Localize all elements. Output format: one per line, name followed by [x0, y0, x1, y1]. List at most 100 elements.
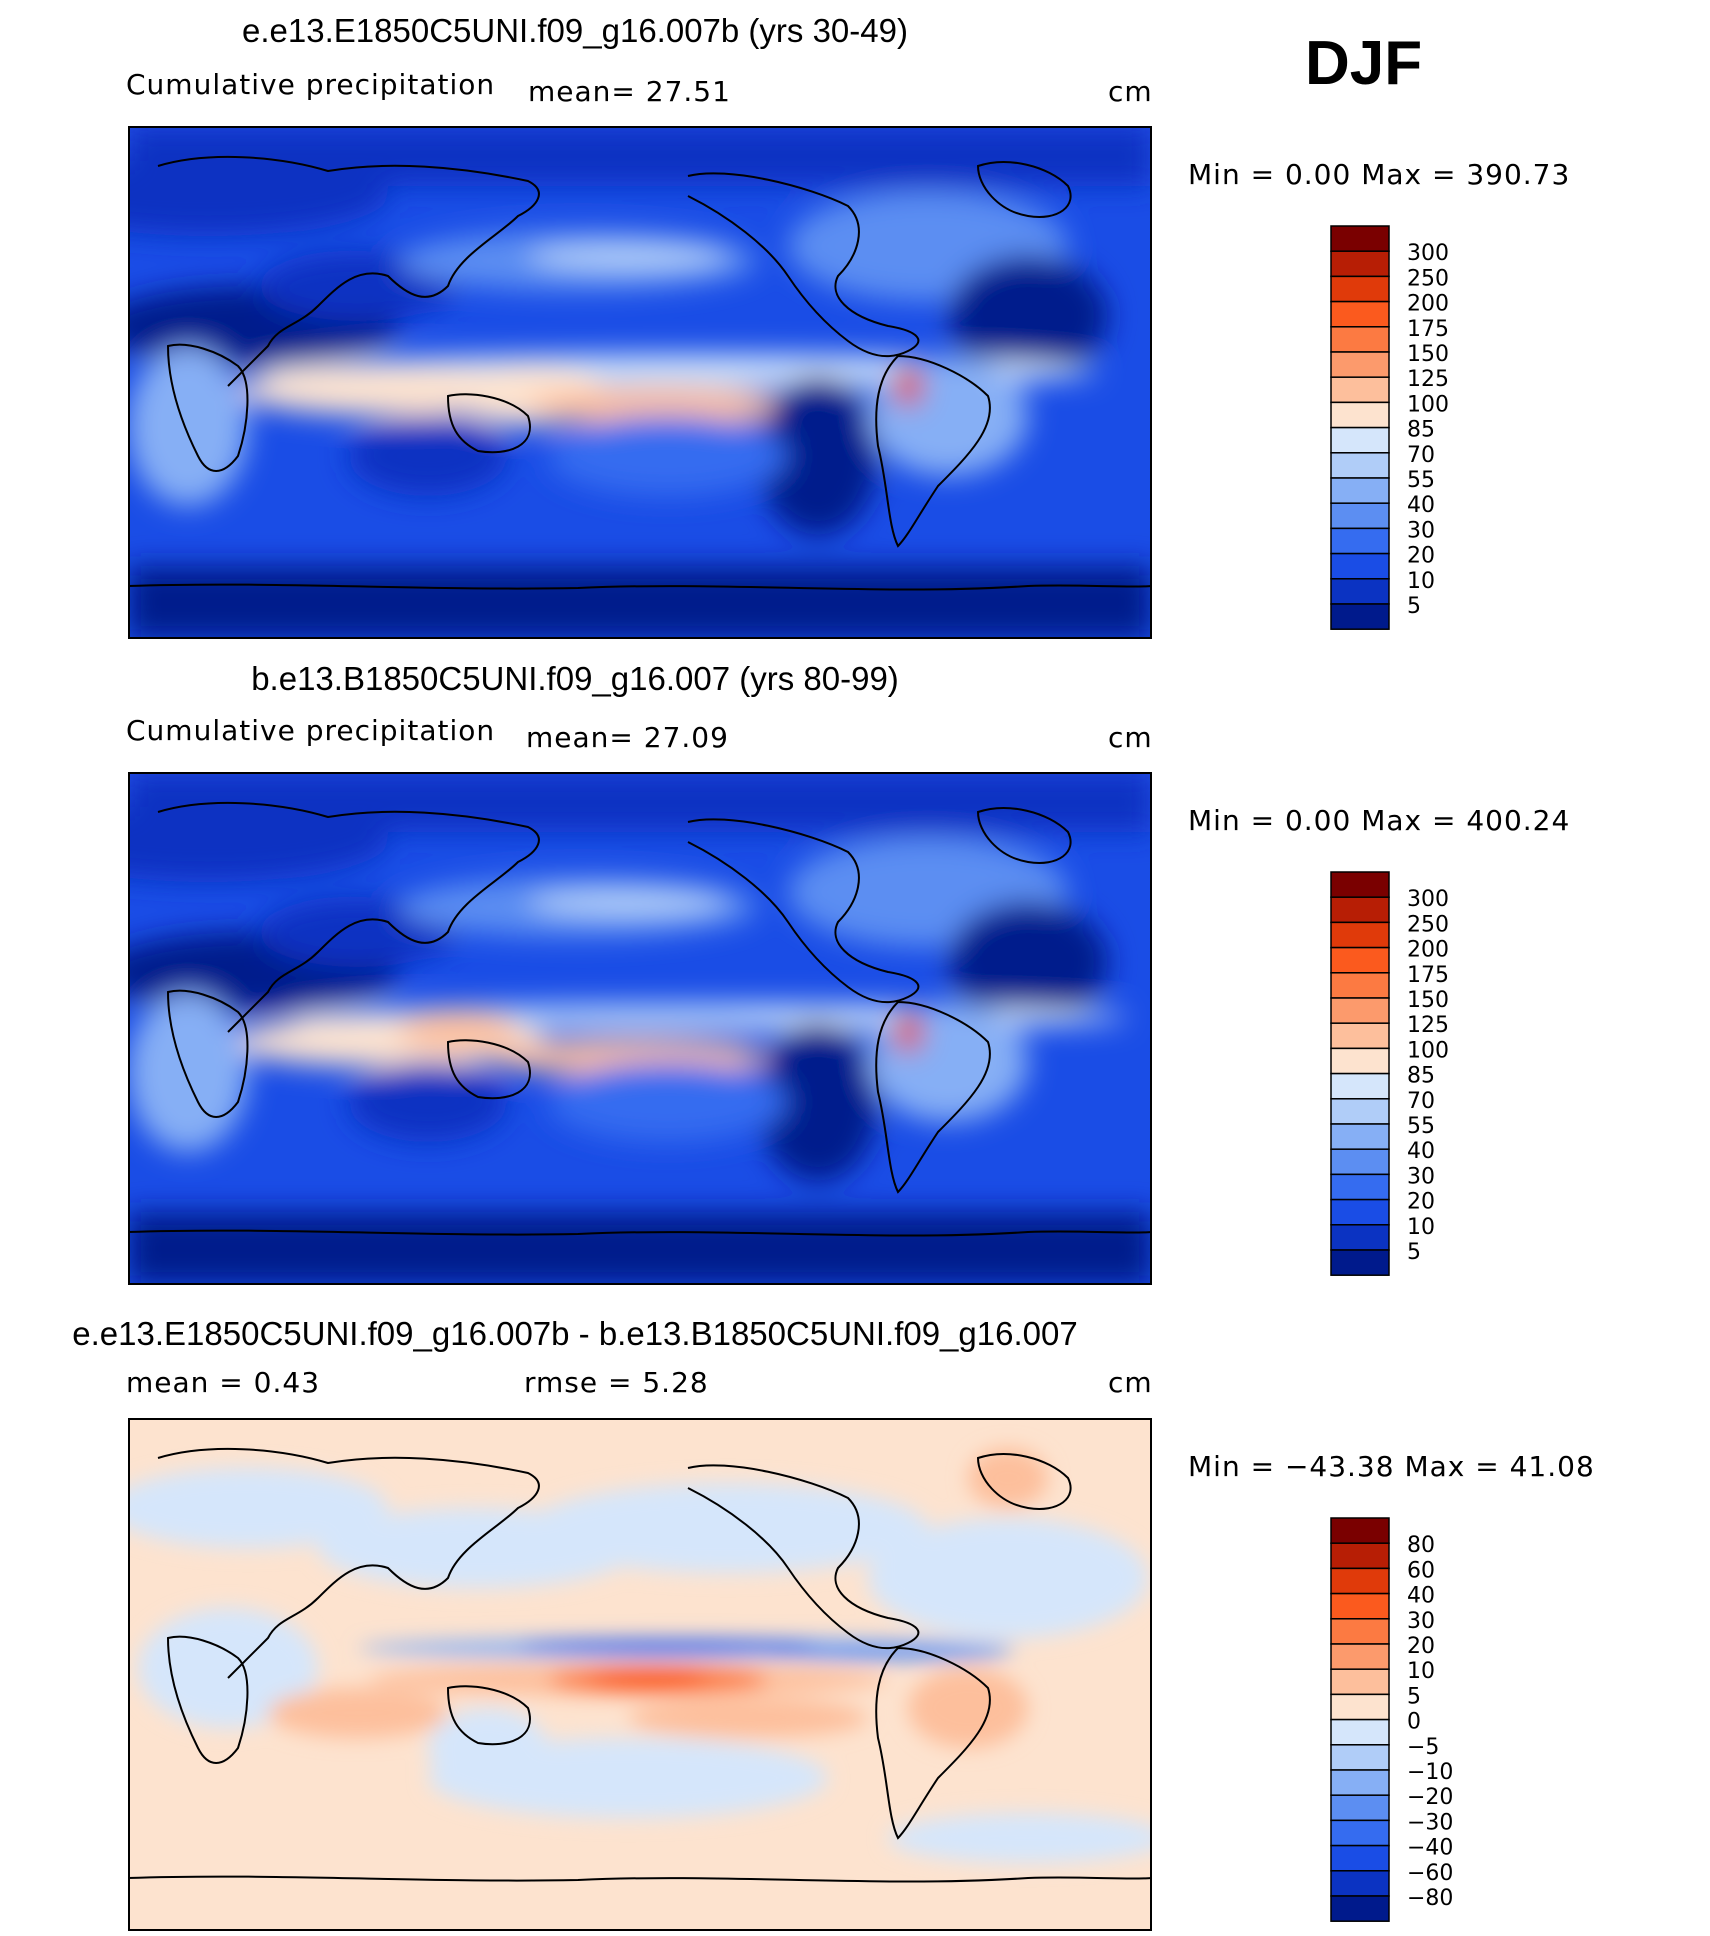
- colorbar-tick-label: 125: [1407, 367, 1449, 392]
- panel-3-rmse: rmse = 5.28: [524, 1366, 709, 1399]
- panel-1-map-frame: [128, 126, 1152, 639]
- colorbar-tick-label: 80: [1407, 1533, 1435, 1558]
- colorbar-tick-label: −80: [1407, 1886, 1453, 1911]
- colorbar-swatch: [1330, 552, 1390, 580]
- colorbar-tick-label: 20: [1407, 1634, 1435, 1659]
- colorbar-swatch: [1330, 1123, 1390, 1150]
- colorbar-swatch: [1330, 1047, 1390, 1075]
- panel-1-variable-label: Cumulative precipitation: [126, 68, 496, 101]
- colorbar-tick-label: −60: [1407, 1861, 1453, 1886]
- panel-2-coastlines: [128, 801, 1152, 1237]
- season-label: DJF: [1305, 29, 1423, 98]
- colorbar-swatch: [1330, 1819, 1390, 1847]
- panel-3-units: cm: [1108, 1366, 1153, 1399]
- colorbar-tick-label: 40: [1407, 1584, 1435, 1609]
- colorbar-tick-label: 125: [1407, 1013, 1449, 1038]
- colorbar-swatch: [1330, 1794, 1390, 1822]
- colorbar-swatch: [1330, 997, 1390, 1024]
- colorbar-tick-label: 70: [1407, 443, 1435, 468]
- colorbar-swatch: [1330, 300, 1390, 328]
- panel-1-minmax: Min = 0.00 Max = 390.73: [1188, 158, 1571, 191]
- colorbar-swatch: [1330, 1718, 1390, 1746]
- panel-1-mean: mean= 27.51: [528, 75, 731, 108]
- colorbar-swatch: [1330, 1895, 1390, 1922]
- panel-1-title: e.e13.E1850C5UNI.f09_g16.007b (yrs 30-49…: [242, 12, 908, 49]
- colorbar-tick-label: 5: [1407, 1684, 1421, 1709]
- colorbar-tick-label: 20: [1407, 1190, 1435, 1215]
- colorbar-tick-label: 20: [1407, 544, 1435, 569]
- colorbar-swatch: [1330, 1098, 1390, 1125]
- colorbar-tick-label: 300: [1407, 887, 1449, 912]
- panel-1-units: cm: [1108, 75, 1153, 108]
- colorbar-swatch: [1330, 1224, 1390, 1251]
- colorbar-tick-label: 175: [1407, 963, 1449, 988]
- colorbar-swatch: [1330, 972, 1390, 999]
- panel-2-variable-label: Cumulative precipitation: [126, 714, 496, 747]
- colorbar-swatch: [1330, 376, 1390, 404]
- colorbar-swatch: [1330, 1567, 1390, 1595]
- colorbar-tick-label: 30: [1407, 518, 1435, 543]
- colorbar-swatch: [1330, 452, 1390, 479]
- colorbar-tick-label: 100: [1407, 392, 1449, 417]
- colorbar-tick-label: 5: [1407, 594, 1421, 619]
- colorbar-tick-label: −40: [1407, 1836, 1453, 1861]
- colorbar-swatch: [1330, 896, 1390, 924]
- colorbar-tick-label: 30: [1407, 1164, 1435, 1189]
- colorbar-swatch: [1330, 946, 1390, 974]
- colorbar-swatch: [1330, 426, 1390, 454]
- colorbar-tick-label: 10: [1407, 1659, 1435, 1684]
- colorbar-swatch: [1330, 1668, 1390, 1696]
- colorbar-tick-label: 250: [1407, 912, 1449, 937]
- colorbar-swatch: [1330, 1769, 1390, 1796]
- panel-3-title: e.e13.E1850C5UNI.f09_g16.007b - b.e13.B1…: [72, 1315, 1078, 1352]
- colorbar-tick-label: 0: [1407, 1710, 1421, 1735]
- panel-3-map: [128, 1418, 1152, 1931]
- colorbar-tick-label: 10: [1407, 1215, 1435, 1240]
- colorbar-tick-label: −20: [1407, 1785, 1453, 1810]
- colorbar-swatch: [1330, 502, 1390, 530]
- colorbar-tick-label: −30: [1407, 1810, 1453, 1835]
- colorbar-swatch: [1330, 1618, 1390, 1645]
- colorbar-swatch: [1330, 351, 1390, 378]
- colorbar-swatch: [1330, 401, 1390, 429]
- colorbar-swatch: [1330, 1542, 1390, 1570]
- colorbar-swatch: [1330, 250, 1390, 278]
- colorbar-tick-label: 200: [1407, 292, 1449, 317]
- panel-2-units: cm: [1108, 721, 1153, 754]
- colorbar-tick-label: 10: [1407, 569, 1435, 594]
- panel-3-minmax: Min = −43.38 Max = 41.08: [1188, 1450, 1595, 1483]
- colorbar-tick-label: 100: [1407, 1038, 1449, 1063]
- colorbar-tick-label: 70: [1407, 1089, 1435, 1114]
- colorbar-swatch: [1330, 1592, 1390, 1620]
- colorbar-tick-label: 150: [1407, 988, 1449, 1013]
- colorbar-tick-label: 85: [1407, 1064, 1435, 1089]
- colorbar-tick-label: 250: [1407, 266, 1449, 291]
- colorbar-swatch: [1330, 603, 1390, 630]
- colorbar-tick-label: −10: [1407, 1760, 1453, 1785]
- panel-1-precip-field: [128, 126, 1152, 639]
- colorbar-swatch: [1330, 1870, 1390, 1897]
- colorbar-swatch: [1330, 477, 1390, 504]
- panel-3-mean: mean = 0.43: [126, 1366, 321, 1399]
- colorbar-swatch: [1330, 1022, 1390, 1050]
- colorbar-swatch: [1330, 527, 1390, 555]
- colorbar-tick-label: 150: [1407, 342, 1449, 367]
- colorbar-swatch: [1330, 1844, 1390, 1872]
- panel-3-map-frame: [128, 1418, 1152, 1931]
- colorbar-swatch: [1330, 225, 1390, 252]
- panel-2-precip-field: [128, 772, 1152, 1285]
- panel-1-coastlines: [128, 155, 1152, 591]
- colorbar-tick-label: 5: [1407, 1240, 1421, 1265]
- panel-2-map: [128, 772, 1152, 1285]
- colorbar-swatch: [1330, 1693, 1390, 1721]
- colorbar-swatch: [1330, 1072, 1390, 1100]
- panel-2-mean: mean= 27.09: [526, 721, 729, 754]
- colorbar-swatch: [1330, 1173, 1390, 1201]
- panel-2-title: b.e13.B1850C5UNI.f09_g16.007 (yrs 80-99): [251, 660, 899, 697]
- colorbar-tick-label: 60: [1407, 1558, 1435, 1583]
- colorbar-tick-label: 175: [1407, 317, 1449, 342]
- colorbar-swatch: [1330, 1643, 1390, 1670]
- colorbar-swatch: [1330, 275, 1390, 303]
